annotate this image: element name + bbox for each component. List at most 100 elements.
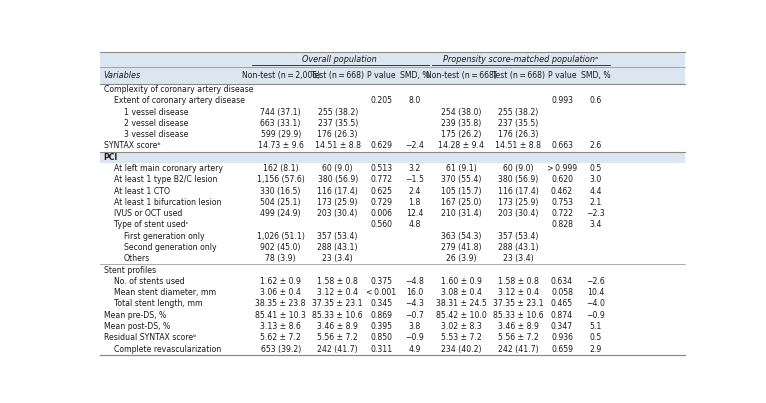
Text: Test (n = 668): Test (n = 668) — [311, 71, 364, 80]
Text: PCI: PCI — [103, 153, 118, 162]
Text: 380 (56.9): 380 (56.9) — [498, 175, 538, 184]
Text: 2 vessel disease: 2 vessel disease — [123, 119, 188, 128]
Text: 12.4: 12.4 — [406, 209, 424, 218]
Text: −2.4: −2.4 — [405, 141, 424, 150]
Text: Non-test (n = 2,006): Non-test (n = 2,006) — [241, 71, 319, 80]
Text: 237 (35.5): 237 (35.5) — [498, 119, 538, 128]
Text: Mean pre-DS, %: Mean pre-DS, % — [103, 311, 165, 320]
Text: 0.5: 0.5 — [589, 333, 601, 343]
Text: 176 (26.3): 176 (26.3) — [498, 130, 538, 139]
Text: 0.634: 0.634 — [551, 277, 573, 286]
Text: Overall population: Overall population — [303, 55, 377, 64]
Text: 116 (17.4): 116 (17.4) — [317, 187, 358, 195]
Text: 902 (45.0): 902 (45.0) — [260, 243, 301, 252]
Text: 255 (38.2): 255 (38.2) — [318, 108, 358, 116]
Text: 14.51 ± 8.8: 14.51 ± 8.8 — [315, 141, 361, 150]
Text: −0.7: −0.7 — [405, 311, 424, 320]
Text: 60 (9.0): 60 (9.0) — [322, 164, 353, 173]
Text: 3.13 ± 8.6: 3.13 ± 8.6 — [260, 322, 301, 331]
Text: Total stent length, mm: Total stent length, mm — [113, 299, 202, 309]
Text: 175 (26.2): 175 (26.2) — [441, 130, 481, 139]
Text: Extent of coronary artery disease: Extent of coronary artery disease — [113, 96, 244, 105]
Text: −0.9: −0.9 — [405, 333, 424, 343]
Text: 0.205: 0.205 — [371, 96, 392, 105]
Text: 0.345: 0.345 — [371, 299, 392, 309]
Text: 8.0: 8.0 — [408, 96, 421, 105]
Text: 0.347: 0.347 — [551, 322, 573, 331]
Text: 162 (8.1): 162 (8.1) — [263, 164, 299, 173]
Text: 0.6: 0.6 — [589, 96, 601, 105]
Text: 0.850: 0.850 — [371, 333, 392, 343]
Text: 0.5: 0.5 — [589, 164, 601, 173]
Text: At left main coronary artery: At left main coronary artery — [113, 164, 223, 173]
Text: 5.62 ± 7.2: 5.62 ± 7.2 — [260, 333, 301, 343]
Text: 2.1: 2.1 — [589, 198, 601, 207]
Text: Test (n = 668): Test (n = 668) — [492, 71, 545, 80]
Text: 288 (43.1): 288 (43.1) — [317, 243, 358, 252]
Text: 279 (41.8): 279 (41.8) — [441, 243, 482, 252]
Bar — [100, 152, 685, 163]
Text: Others: Others — [123, 254, 150, 263]
Text: 0.465: 0.465 — [551, 299, 573, 309]
Text: 3.06 ± 0.4: 3.06 ± 0.4 — [260, 288, 301, 297]
Text: 0.620: 0.620 — [551, 175, 573, 184]
Text: 5.56 ± 7.2: 5.56 ± 7.2 — [317, 333, 358, 343]
Text: 5.1: 5.1 — [589, 322, 601, 331]
Text: 744 (37.1): 744 (37.1) — [260, 108, 301, 116]
Text: 4.4: 4.4 — [589, 187, 601, 195]
Text: SYNTAX scoreᵇ: SYNTAX scoreᵇ — [103, 141, 160, 150]
Text: 2.9: 2.9 — [589, 345, 601, 354]
Text: 0.375: 0.375 — [371, 277, 392, 286]
Text: 5.56 ± 7.2: 5.56 ± 7.2 — [498, 333, 538, 343]
Text: Complete revascularization: Complete revascularization — [113, 345, 221, 354]
Text: 1,026 (51.1): 1,026 (51.1) — [257, 232, 305, 241]
Text: 0.311: 0.311 — [370, 345, 393, 354]
Text: Stent profiles: Stent profiles — [103, 266, 155, 274]
Text: Variables: Variables — [103, 71, 141, 80]
Text: 38.35 ± 23.8: 38.35 ± 23.8 — [255, 299, 306, 309]
Text: Second generation only: Second generation only — [123, 243, 216, 252]
Text: 239 (35.8): 239 (35.8) — [441, 119, 481, 128]
Text: 1.62 ± 0.9: 1.62 ± 0.9 — [260, 277, 301, 286]
Text: 599 (29.9): 599 (29.9) — [260, 130, 301, 139]
Text: 1,156 (57.6): 1,156 (57.6) — [257, 175, 305, 184]
Text: < 0.001: < 0.001 — [366, 288, 397, 297]
Text: 0.772: 0.772 — [371, 175, 392, 184]
Text: 0.874: 0.874 — [551, 311, 573, 320]
Text: −4.3: −4.3 — [405, 299, 424, 309]
Text: −1.5: −1.5 — [405, 175, 424, 184]
Text: 1.58 ± 0.8: 1.58 ± 0.8 — [317, 277, 358, 286]
Text: 3.12 ± 0.4: 3.12 ± 0.4 — [498, 288, 538, 297]
Text: −4.0: −4.0 — [586, 299, 605, 309]
Text: 0.560: 0.560 — [371, 220, 392, 229]
Text: 255 (38.2): 255 (38.2) — [498, 108, 538, 116]
Text: 0.993: 0.993 — [551, 96, 573, 105]
Text: 0.753: 0.753 — [551, 198, 573, 207]
Text: 1.60 ± 0.9: 1.60 ± 0.9 — [440, 277, 482, 286]
Text: 2.6: 2.6 — [589, 141, 601, 150]
Text: 0.663: 0.663 — [551, 141, 573, 150]
Text: 16.0: 16.0 — [406, 288, 424, 297]
Text: 0.395: 0.395 — [371, 322, 392, 331]
Text: 3.46 ± 8.9: 3.46 ± 8.9 — [498, 322, 538, 331]
Text: 663 (33.1): 663 (33.1) — [260, 119, 301, 128]
Text: 330 (16.5): 330 (16.5) — [260, 187, 301, 195]
Text: −2.6: −2.6 — [586, 277, 604, 286]
Text: 237 (35.5): 237 (35.5) — [318, 119, 358, 128]
Text: 167 (25.0): 167 (25.0) — [441, 198, 481, 207]
Text: 0.462: 0.462 — [551, 187, 573, 195]
Text: 0.006: 0.006 — [371, 209, 392, 218]
Text: 3.02 ± 8.3: 3.02 ± 8.3 — [441, 322, 482, 331]
Text: 363 (54.3): 363 (54.3) — [441, 232, 481, 241]
Text: P value: P value — [548, 71, 576, 80]
Text: 3.2: 3.2 — [408, 164, 421, 173]
Text: First generation only: First generation only — [123, 232, 205, 241]
Text: 37.35 ± 23.1: 37.35 ± 23.1 — [493, 299, 544, 309]
Text: 61 (9.1): 61 (9.1) — [446, 164, 476, 173]
Text: 0.625: 0.625 — [371, 187, 392, 195]
Text: 14.28 ± 9.4: 14.28 ± 9.4 — [438, 141, 484, 150]
Text: 14.73 ± 9.6: 14.73 ± 9.6 — [257, 141, 303, 150]
Text: 176 (26.3): 176 (26.3) — [317, 130, 358, 139]
Text: 357 (53.4): 357 (53.4) — [498, 232, 538, 241]
Text: 0.729: 0.729 — [371, 198, 392, 207]
